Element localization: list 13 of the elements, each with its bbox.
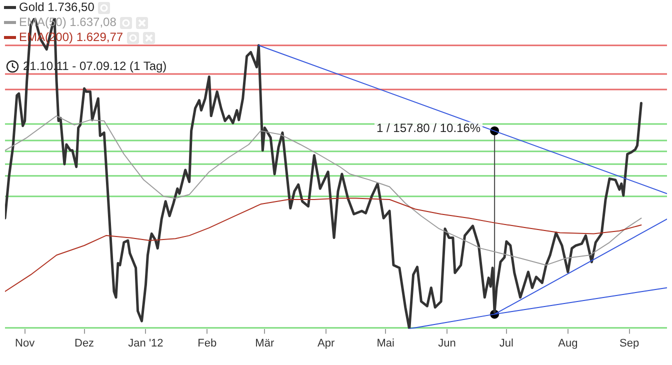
- x-tick-label: Jun: [438, 337, 456, 350]
- x-tick-label: Jul: [499, 337, 514, 350]
- annotation: 1 / 157.80 / 10.16%: [376, 121, 481, 136]
- x-tick-label: Jan '12: [128, 337, 164, 350]
- x-tick-label: Mai: [376, 337, 394, 350]
- legend-label: Gold 1.736,50: [19, 0, 94, 15]
- x-tick-label: Nov: [15, 337, 36, 350]
- x-tick-label: Feb: [198, 337, 217, 350]
- x-tick-label: Sep: [620, 337, 640, 350]
- x-tick-label: Aug: [558, 337, 578, 350]
- x-tick-label: Mär: [255, 337, 274, 350]
- x-tick-label: Dez: [74, 337, 94, 350]
- x-tick-label: Apr: [318, 337, 335, 350]
